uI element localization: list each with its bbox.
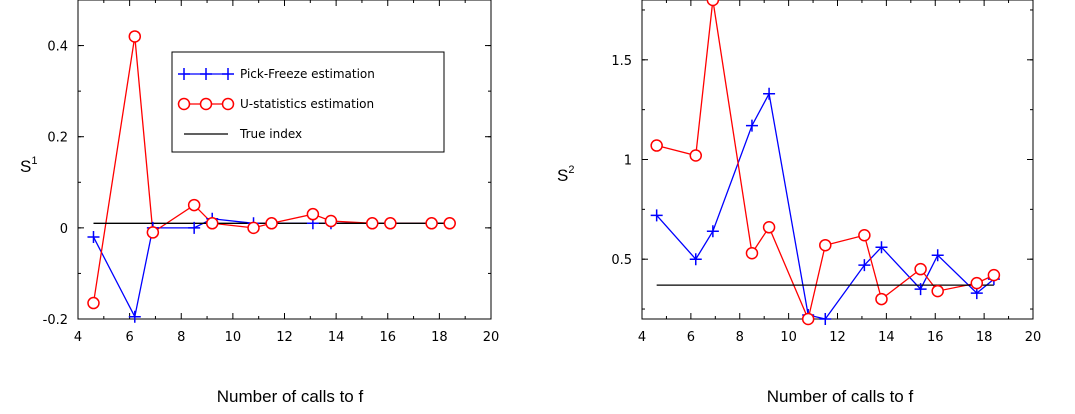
y-axis-label-superscript: 2 [568,164,574,176]
x-tick-label: 6 [687,330,695,345]
y-tick-label: 0 [60,222,68,237]
plus-marker [819,313,832,325]
legend-label: True index [239,127,302,141]
circle-marker [650,139,663,152]
circle-marker [987,268,1001,282]
x-axis-label: Number of calls to f [767,387,914,406]
circle-marker [384,217,397,230]
y-axis-label: S1 [20,155,37,176]
circle-marker [819,238,832,252]
chart-panel-2: 4 6 8 10 12 14 16 18 20 0.5 1 1.5 S2 Number of calls … [557,0,1041,406]
legend: Pick-Freeze estimation U-statistics estim… [171,51,445,153]
circle-marker [324,214,338,228]
plus-marker [87,230,100,243]
x-tick-label: 18 [431,330,448,345]
x-tick-label: 18 [976,330,993,345]
series-line-circle [656,0,995,319]
y-tick-label: -0.2 [43,313,68,328]
circle-marker [689,149,703,162]
legend-label: Pick-Freeze estimation [240,67,375,81]
x-tick-label: 12 [829,330,846,345]
plus-marker [745,119,758,132]
circle-marker [247,221,260,235]
y-tick-label: 1.5 [611,54,632,69]
x-tick-label: 16 [379,330,396,345]
y-tick-label: 1 [624,154,632,169]
x-tick-label: 8 [736,330,744,345]
x-tick-label: 8 [177,330,185,345]
y-tick-label: 0.5 [611,253,632,268]
plus-marker [128,310,141,323]
x-tick-label: 16 [927,330,944,345]
plot-area [656,0,995,319]
circle-marker [970,276,984,290]
circle-marker [265,217,278,230]
circle-marker [875,292,888,306]
legend-plus-marker [178,68,190,80]
y-axis-label-superscript: 1 [31,155,37,167]
circle-marker [205,217,219,230]
circle-marker [146,226,160,239]
plus-marker [650,209,663,222]
plus-marker [706,225,719,238]
circle-marker [366,217,379,230]
x-tick-label: 4 [74,330,82,345]
circle-marker [187,198,201,212]
plus-marker [689,253,702,266]
x-tick-label: 10 [780,330,797,345]
y-axis-label-main: S [20,157,31,176]
x-tick-label: 12 [276,330,293,345]
circle-marker [128,30,142,43]
y-axis-label-main: S [557,166,568,185]
x-tick-label: 4 [638,330,646,345]
y-tick-label: 0.2 [47,131,68,146]
circle-marker [914,262,927,276]
circle-marker [425,217,438,230]
circle-marker [443,217,456,230]
plus-marker [763,87,776,100]
x-tick-label: 14 [878,330,895,345]
legend-circle-marker [199,97,213,111]
plus-marker [931,249,944,262]
plus-marker [914,283,927,296]
circle-marker [801,312,815,326]
legend-label: U-statistics estimation [240,97,374,111]
y-axis-label: S2 [557,164,574,185]
circle-marker [762,221,776,234]
plus-marker [188,221,201,234]
x-tick-label: 14 [328,330,345,345]
legend-circle-marker [221,97,235,111]
circle-marker [858,229,871,242]
legend-circle-marker [177,97,191,111]
plus-marker [858,259,871,272]
legend-box [171,51,445,153]
x-tick-label: 6 [125,330,133,345]
plot-frame [641,0,1034,320]
circle-marker [706,0,720,7]
legend-plus-marker [200,68,212,80]
circle-marker [745,246,759,260]
circle-marker [87,296,100,310]
x-tick-label: 20 [483,330,500,345]
plot-frame [77,0,492,320]
chart-panel-1: 4 6 8 10 12 14 16 18 20 -0.2 0 0.2 0.4 S1 Number of ca… [20,0,499,406]
legend-plus-marker [222,68,234,80]
y-tick-label: 0.4 [47,40,68,55]
circle-marker [306,207,320,221]
x-tick-label: 10 [225,330,242,345]
plus-marker [875,241,888,254]
x-tick-label: 20 [1025,330,1042,345]
circle-marker [931,284,944,298]
x-axis-label: Number of calls to f [217,387,364,406]
